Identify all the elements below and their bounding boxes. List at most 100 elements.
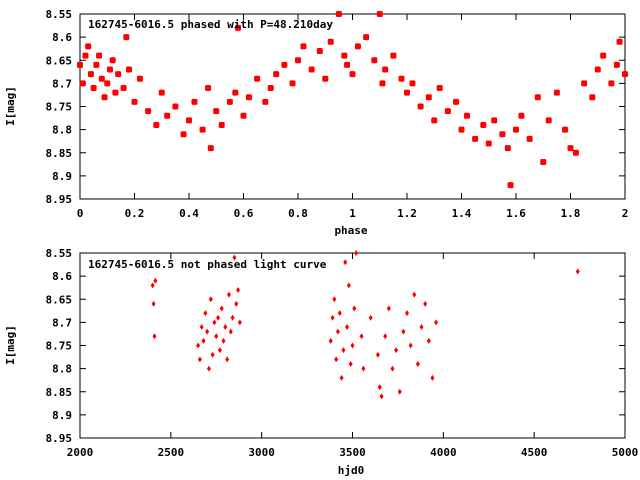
y-tick-label: 8.8: [52, 363, 72, 376]
y-tick-label: 8.85: [46, 147, 73, 160]
data-point: [581, 80, 588, 87]
x-tick-label: 2000: [67, 446, 94, 459]
data-point: [196, 342, 201, 349]
data-point: [216, 314, 221, 321]
data-point: [376, 11, 383, 17]
data-point: [234, 300, 239, 307]
data-point: [361, 365, 366, 372]
data-point: [199, 126, 206, 133]
data-point: [352, 305, 357, 312]
unphased-plot-title: 162745-6016.5 not phased light curve: [88, 258, 327, 271]
data-point: [254, 75, 261, 82]
data-point: [545, 117, 552, 124]
data-point: [77, 61, 83, 68]
data-point: [218, 122, 225, 128]
data-point: [398, 75, 405, 82]
data-point: [150, 282, 155, 289]
data-point: [616, 38, 623, 45]
data-point: [199, 324, 204, 330]
data-point: [207, 145, 214, 152]
data-point: [575, 268, 580, 275]
data-point: [120, 85, 127, 91]
data-point: [237, 319, 242, 326]
x-tick-label: 0.8: [288, 207, 308, 220]
x-tick-label: 1.2: [397, 207, 417, 220]
data-point: [426, 337, 431, 344]
data-point: [213, 108, 220, 115]
y-tick-label: 8.6: [52, 31, 72, 44]
data-point: [390, 52, 397, 59]
data-point: [383, 333, 388, 340]
data-point: [354, 250, 359, 256]
data-point: [346, 282, 351, 289]
data-point: [104, 80, 111, 87]
data-point: [463, 112, 470, 119]
data-point: [206, 365, 211, 372]
data-point: [281, 61, 288, 68]
phased-plot-title: 162745-6016.5 phased with P=48.210day: [88, 18, 333, 31]
x-tick-label: 0.2: [125, 207, 145, 220]
data-point: [480, 122, 487, 128]
data-point: [93, 61, 100, 68]
data-point: [335, 11, 342, 17]
x-tick-label: 5000: [612, 446, 639, 459]
data-point: [131, 98, 138, 105]
data-point: [341, 52, 348, 59]
data-point: [330, 314, 335, 321]
data-point: [553, 89, 560, 96]
data-point: [219, 305, 224, 312]
data-point: [191, 98, 198, 105]
data-point: [444, 108, 451, 115]
data-point: [377, 384, 382, 391]
data-point: [328, 337, 333, 344]
data-point: [240, 112, 247, 119]
y-tick-label: 8.95: [46, 432, 73, 445]
data-point: [223, 324, 228, 330]
x-tick-label: 4500: [521, 446, 548, 459]
data-point: [201, 337, 206, 344]
data-point: [322, 75, 329, 82]
data-point: [354, 43, 361, 50]
y-tick-label: 8.55: [46, 8, 73, 21]
data-point: [308, 66, 315, 73]
phased-plot-xlabel: phase: [334, 224, 367, 237]
y-tick-label: 8.7: [52, 316, 72, 329]
x-tick-label: 1.8: [561, 207, 581, 220]
data-point: [151, 300, 156, 307]
data-point: [341, 347, 346, 354]
data-point: [332, 296, 337, 303]
data-point: [228, 328, 233, 335]
data-point: [499, 131, 506, 138]
data-point: [458, 126, 465, 133]
data-point: [262, 98, 269, 105]
data-point: [109, 57, 116, 64]
data-point: [415, 361, 420, 367]
data-point: [453, 98, 460, 105]
data-point: [359, 333, 364, 340]
data-point: [409, 80, 416, 87]
data-point: [232, 89, 239, 96]
unphased-plot-ylabel: I[mag]: [4, 325, 17, 365]
data-point: [491, 117, 498, 124]
data-point: [145, 108, 152, 115]
data-point: [368, 314, 373, 321]
data-point: [436, 85, 443, 91]
data-point: [540, 159, 547, 165]
data-point: [507, 182, 514, 189]
data-point: [386, 305, 391, 312]
data-point: [349, 71, 356, 78]
data-point: [337, 310, 342, 317]
data-point: [186, 117, 192, 124]
data-point: [123, 34, 130, 41]
x-tick-label: 3500: [339, 446, 366, 459]
data-point: [203, 310, 208, 317]
data-point: [350, 342, 355, 349]
data-point: [152, 333, 157, 340]
data-point: [226, 291, 231, 298]
data-point: [485, 140, 492, 147]
data-point: [106, 66, 113, 73]
data-point: [622, 71, 628, 78]
data-point: [205, 328, 210, 335]
data-point: [567, 145, 574, 152]
